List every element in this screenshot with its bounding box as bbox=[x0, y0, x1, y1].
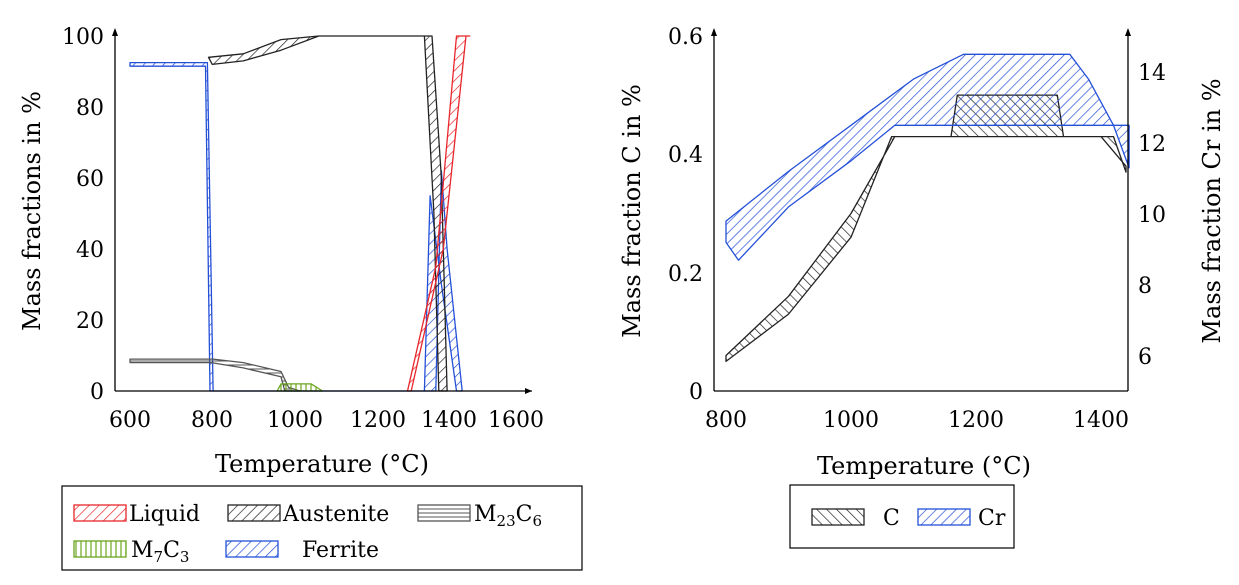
y2-tick-label-12: 12 bbox=[1138, 132, 1166, 157]
phase-series-group bbox=[129, 35, 471, 392]
legend-label-m7c3: M7C3 bbox=[131, 538, 189, 566]
legend-swatch-liquid bbox=[73, 504, 127, 522]
x-tick-label-800: 800 bbox=[705, 408, 747, 433]
series-band-m23c6 bbox=[129, 358, 301, 392]
legend-label-c: C bbox=[883, 506, 900, 531]
y-axis-right-label: Mass fraction Cr in % bbox=[1198, 78, 1226, 343]
x-tick-label-1200: 1200 bbox=[948, 408, 1004, 433]
legend-box bbox=[61, 485, 583, 571]
series-band-liquid bbox=[406, 35, 471, 392]
series-band-m7c3 bbox=[276, 383, 324, 392]
y-tick-label-20: 20 bbox=[76, 309, 104, 334]
legend-swatch-m7c3 bbox=[73, 540, 127, 558]
series-band-cr bbox=[725, 53, 1130, 261]
y-tick-label-60: 60 bbox=[76, 167, 104, 192]
legend-label-austenite: Austenite bbox=[282, 502, 389, 527]
cc-series-group bbox=[725, 53, 1130, 363]
y-axis-left-label: Mass fraction C in % bbox=[618, 84, 646, 338]
y-axis-arrow bbox=[112, 28, 118, 36]
legend-label-ferrite: Ferrite bbox=[302, 538, 379, 563]
y-axis-label: Mass fractions in % bbox=[18, 91, 46, 331]
carbon-chromium-chart: 800 1000 1200 1400 0 0.2 0.4 0.6 6 8 10 … bbox=[618, 25, 1226, 549]
x-tick-group: 600 800 1000 1200 1400 1600 bbox=[109, 408, 544, 433]
y-tick-label-100: 100 bbox=[62, 25, 104, 50]
x-tick-label-1000: 1000 bbox=[267, 408, 323, 433]
x-tick-label-1400: 1400 bbox=[421, 408, 477, 433]
x-axis-label: Temperature (°C) bbox=[817, 452, 1031, 480]
x-axis-arrow bbox=[525, 388, 532, 394]
y-axis-left-arrow bbox=[711, 28, 717, 36]
y2-tick-label-14: 14 bbox=[1138, 61, 1166, 86]
y-tick-group: 0 20 40 60 80 100 bbox=[62, 25, 104, 405]
y-tick-label-0: 0 bbox=[90, 380, 104, 405]
x-tick-label-600: 600 bbox=[109, 408, 151, 433]
legend-swatch-m23c6 bbox=[417, 504, 471, 522]
legend-label-m23c6: M23C6 bbox=[474, 502, 542, 530]
y2-tick-label-8: 8 bbox=[1138, 274, 1152, 299]
x-tick-label-1000: 1000 bbox=[823, 408, 879, 433]
x-tick-label-1200: 1200 bbox=[350, 408, 406, 433]
legend-label-cr: Cr bbox=[978, 506, 1006, 531]
legend-swatch-c bbox=[811, 508, 865, 526]
x-axis-label: Temperature (°C) bbox=[215, 450, 429, 478]
y-tick-label-0.6: 0.6 bbox=[668, 25, 703, 50]
legend-entry-cr: Cr bbox=[917, 506, 1006, 531]
legend-entry-austenite: Austenite bbox=[227, 502, 389, 527]
x-tick-label-1600: 1600 bbox=[488, 408, 544, 433]
series-band-ferrite bbox=[129, 61, 463, 392]
series-band-c bbox=[725, 94, 1127, 363]
legend: C Cr bbox=[789, 484, 1015, 549]
y-left-tick-group: 0 0.2 0.4 0.6 bbox=[668, 25, 703, 405]
y-tick-label-0.4: 0.4 bbox=[668, 143, 703, 168]
y-tick-label-0: 0 bbox=[689, 380, 703, 405]
x-tick-label-800: 800 bbox=[191, 408, 233, 433]
legend-label-liquid: Liquid bbox=[129, 502, 200, 527]
legend-swatch-cr bbox=[917, 508, 971, 526]
series-band-austenite bbox=[207, 35, 448, 392]
legend-entry-c: C bbox=[811, 506, 900, 531]
legend-entry-m7c3: M7C3 bbox=[73, 538, 189, 566]
phase-fraction-chart: 600 800 1000 1200 1400 1600 0 20 40 60 8… bbox=[18, 25, 583, 571]
legend-swatch-austenite bbox=[227, 504, 281, 522]
y-tick-label-40: 40 bbox=[76, 238, 104, 263]
legend-entry-m23c6: M23C6 bbox=[417, 502, 542, 530]
y2-tick-label-10: 10 bbox=[1138, 203, 1166, 228]
legend: Liquid Austenite M23C6 M7C3 Ferrite bbox=[61, 485, 583, 571]
y-right-tick-group: 6 8 10 12 14 bbox=[1138, 61, 1166, 370]
legend-entry-liquid: Liquid bbox=[73, 502, 200, 527]
x-tick-group: 800 1000 1200 1400 bbox=[705, 408, 1129, 433]
y-tick-label-80: 80 bbox=[76, 96, 104, 121]
y-axis-right-arrow bbox=[1125, 28, 1131, 36]
y2-tick-label-6: 6 bbox=[1138, 345, 1152, 370]
x-tick-label-1400: 1400 bbox=[1073, 408, 1129, 433]
legend-entry-ferrite: Ferrite bbox=[225, 538, 379, 563]
legend-swatch-ferrite bbox=[225, 540, 279, 558]
y-tick-label-0.2: 0.2 bbox=[668, 262, 703, 287]
